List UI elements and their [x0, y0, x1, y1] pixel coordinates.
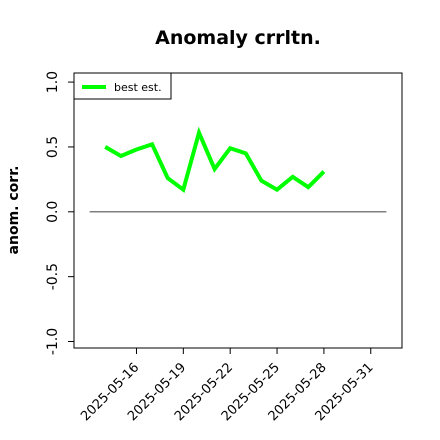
y-tick-label: -1.0	[45, 328, 61, 355]
y-axis-label: anom. corr.	[6, 166, 22, 255]
legend-label: best est.	[114, 81, 162, 94]
y-tick-label: 0.5	[45, 136, 61, 158]
series-line-best-est	[104, 126, 326, 194]
y-tick-label: 0.0	[45, 201, 61, 223]
plot-area: -1.0-0.50.00.51.02025-05-162025-05-19202…	[45, 71, 387, 424]
y-tick-label: 1.0	[45, 71, 61, 93]
plot-frame	[73, 72, 403, 349]
legend: best est.	[73, 72, 172, 100]
y-tick-label: -0.5	[45, 263, 61, 290]
chart-title: Anomaly crrltn.	[155, 27, 321, 49]
